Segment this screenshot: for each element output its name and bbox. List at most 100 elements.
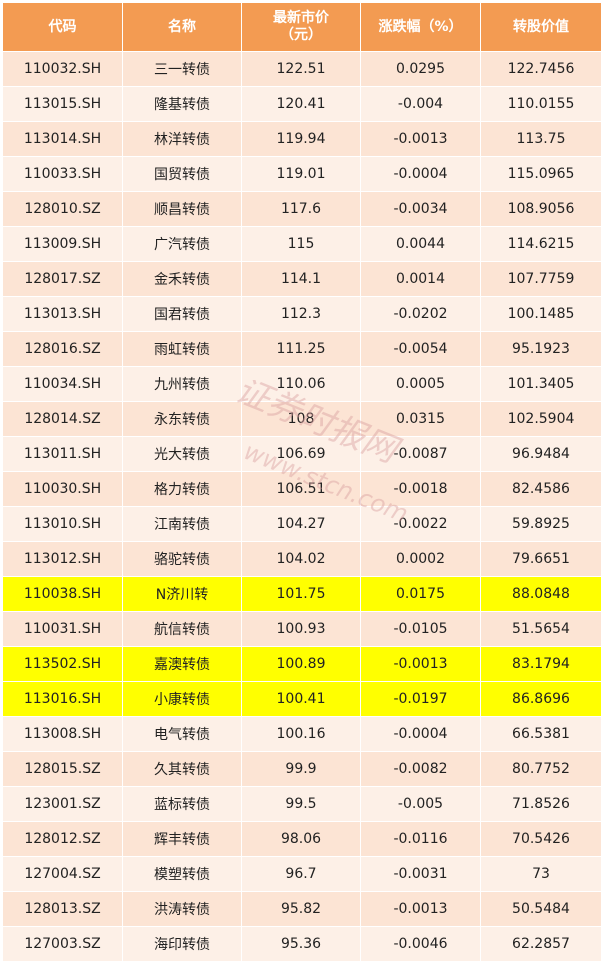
conversion-value-cell: 83.1794 [480,646,602,682]
code-cell: 113016.SH [2,681,123,717]
change-cell: 0.0175 [360,576,481,612]
change-cell: -0.0013 [360,646,481,682]
table-row: 113013.SH 国君转债 112.3 -0.0202 100.1485 [2,296,602,332]
conversion-value-cell: 70.5426 [480,821,602,857]
name-cell: 洪涛转债 [122,891,242,927]
code-cell: 128012.SZ [2,821,123,857]
price-cell: 100.41 [241,681,361,717]
conversion-value-cell: 73 [480,856,602,892]
name-cell: 隆基转债 [122,86,242,122]
table-row: 110033.SH 国贸转债 119.01 -0.0004 115.0965 [2,156,602,192]
conversion-value-cell: 108.9056 [480,191,602,227]
col-header-change: 涨跌幅（%） [360,2,481,52]
change-cell: 0.0005 [360,366,481,402]
price-cell: 120.41 [241,86,361,122]
conversion-value-cell: 66.5381 [480,716,602,752]
conversion-value-cell: 113.75 [480,121,602,157]
change-cell: -0.0197 [360,681,481,717]
conversion-value-cell: 107.7759 [480,261,602,297]
code-cell: 110032.SH [2,51,123,87]
code-cell: 113015.SH [2,86,123,122]
col-header-price: 最新市价 （元） [241,2,361,52]
conversion-value-cell: 88.0848 [480,576,602,612]
table-row: 127004.SZ 模塑转债 96.7 -0.0031 73 [2,856,602,892]
conversion-value-cell: 110.0155 [480,86,602,122]
price-cell: 95.82 [241,891,361,927]
price-cell: 95.36 [241,926,361,962]
table-row: 128017.SZ 金禾转债 114.1 0.0014 107.7759 [2,261,602,297]
name-cell: 久其转债 [122,751,242,787]
conversion-value-cell: 101.3405 [480,366,602,402]
name-cell: 模塑转债 [122,856,242,892]
change-cell: -0.0082 [360,751,481,787]
col-header-code: 代码 [2,2,123,52]
change-cell: -0.0018 [360,471,481,507]
price-cell: 108 [241,401,361,437]
code-cell: 113010.SH [2,506,123,542]
name-cell: 航信转债 [122,611,242,647]
price-cell: 104.02 [241,541,361,577]
conversion-value-cell: 82.4586 [480,471,602,507]
code-cell: 123001.SZ [2,786,123,822]
change-cell: -0.0087 [360,436,481,472]
conversion-value-cell: 62.2857 [480,926,602,962]
table-row: 113012.SH 骆驼转债 104.02 0.0002 79.6651 [2,541,602,577]
code-cell: 128010.SZ [2,191,123,227]
name-cell: 骆驼转债 [122,541,242,577]
code-cell: 110038.SH [2,576,123,612]
name-cell: 永东转债 [122,401,242,437]
name-cell: 林洋转债 [122,121,242,157]
change-cell: -0.0004 [360,716,481,752]
name-cell: 蓝标转债 [122,786,242,822]
conversion-value-cell: 86.8696 [480,681,602,717]
price-cell: 98.06 [241,821,361,857]
change-cell: -0.004 [360,86,481,122]
code-cell: 110033.SH [2,156,123,192]
price-cell: 99.5 [241,786,361,822]
table-row: 128016.SZ 雨虹转债 111.25 -0.0054 95.1923 [2,331,602,367]
table-row: 110034.SH 九州转债 110.06 0.0005 101.3405 [2,366,602,402]
conversion-value-cell: 95.1923 [480,331,602,367]
change-cell: -0.0004 [360,156,481,192]
change-cell: -0.0022 [360,506,481,542]
conversion-value-cell: 71.8526 [480,786,602,822]
code-cell: 128017.SZ [2,261,123,297]
conversion-value-cell: 122.7456 [480,51,602,87]
code-cell: 128014.SZ [2,401,123,437]
price-cell: 99.9 [241,751,361,787]
col-header-name: 名称 [122,2,242,52]
price-cell: 106.69 [241,436,361,472]
name-cell: 嘉澳转债 [122,646,242,682]
name-cell: 电气转债 [122,716,242,752]
change-cell: 0.0014 [360,261,481,297]
table-row: 127003.SZ 海印转债 95.36 -0.0046 62.2857 [2,926,602,962]
conversion-value-cell: 115.0965 [480,156,602,192]
code-cell: 113008.SH [2,716,123,752]
change-cell: 0.0002 [360,541,481,577]
table-row: 113016.SH 小康转债 100.41 -0.0197 86.8696 [2,681,602,717]
code-cell: 110031.SH [2,611,123,647]
code-cell: 113502.SH [2,646,123,682]
code-cell: 113009.SH [2,226,123,262]
table-row: 110038.SH N济川转 101.75 0.0175 88.0848 [2,576,602,612]
table-row: 128012.SZ 辉丰转债 98.06 -0.0116 70.5426 [2,821,602,857]
col-header-conversion-value: 转股价值 [480,2,602,52]
table-row: 128015.SZ 久其转债 99.9 -0.0082 80.7752 [2,751,602,787]
code-cell: 113013.SH [2,296,123,332]
change-cell: -0.0046 [360,926,481,962]
conversion-value-cell: 59.8925 [480,506,602,542]
name-cell: 光大转债 [122,436,242,472]
price-cell: 100.89 [241,646,361,682]
code-cell: 128015.SZ [2,751,123,787]
code-cell: 128016.SZ [2,331,123,367]
price-cell: 117.6 [241,191,361,227]
change-cell: -0.0034 [360,191,481,227]
change-cell: -0.005 [360,786,481,822]
code-cell: 113011.SH [2,436,123,472]
conversion-value-cell: 51.5654 [480,611,602,647]
table-row: 113011.SH 光大转债 106.69 -0.0087 96.9484 [2,436,602,472]
change-cell: 0.0044 [360,226,481,262]
change-cell: -0.0202 [360,296,481,332]
name-cell: 辉丰转债 [122,821,242,857]
